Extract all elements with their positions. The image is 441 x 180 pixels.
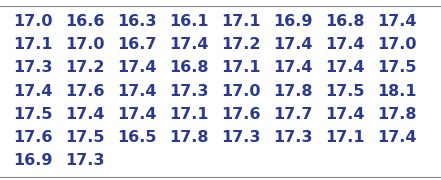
Text: 17.5: 17.5 [325, 84, 365, 98]
Text: 17.0: 17.0 [13, 14, 53, 29]
Text: 17.5: 17.5 [377, 60, 417, 75]
Text: 16.7: 16.7 [117, 37, 157, 52]
Text: 17.4: 17.4 [377, 130, 417, 145]
Text: 16.5: 16.5 [117, 130, 157, 145]
Text: 17.3: 17.3 [65, 153, 105, 168]
Text: 17.4: 17.4 [325, 60, 365, 75]
Text: 17.1: 17.1 [221, 60, 261, 75]
Text: 17.4: 17.4 [273, 60, 313, 75]
Text: 17.1: 17.1 [221, 14, 261, 29]
Text: 17.4: 17.4 [13, 84, 53, 98]
Text: 17.4: 17.4 [65, 107, 105, 122]
Text: 17.4: 17.4 [325, 37, 365, 52]
Text: 16.8: 16.8 [325, 14, 365, 29]
Text: 16.6: 16.6 [65, 14, 105, 29]
Text: 17.2: 17.2 [65, 60, 105, 75]
Text: 17.0: 17.0 [65, 37, 105, 52]
Text: 16.9: 16.9 [273, 14, 313, 29]
Text: 17.4: 17.4 [273, 37, 313, 52]
Text: 17.3: 17.3 [273, 130, 313, 145]
Text: 17.8: 17.8 [169, 130, 209, 145]
Text: 17.4: 17.4 [117, 84, 157, 98]
Text: 17.3: 17.3 [221, 130, 261, 145]
Text: 16.9: 16.9 [13, 153, 53, 168]
Text: 17.5: 17.5 [13, 107, 53, 122]
Text: 17.4: 17.4 [169, 37, 209, 52]
Text: 17.6: 17.6 [221, 107, 261, 122]
Text: 17.3: 17.3 [169, 84, 209, 98]
Text: 17.5: 17.5 [65, 130, 105, 145]
Text: 17.2: 17.2 [221, 37, 261, 52]
Text: 16.1: 16.1 [169, 14, 209, 29]
Text: 16.8: 16.8 [169, 60, 209, 75]
Text: 17.4: 17.4 [117, 60, 157, 75]
Text: 17.4: 17.4 [377, 14, 417, 29]
Text: 17.4: 17.4 [325, 107, 365, 122]
Text: 17.6: 17.6 [13, 130, 53, 145]
Text: 17.7: 17.7 [273, 107, 313, 122]
Text: 17.1: 17.1 [13, 37, 53, 52]
Text: 17.1: 17.1 [325, 130, 365, 145]
Text: 17.3: 17.3 [13, 60, 53, 75]
Text: 17.8: 17.8 [273, 84, 313, 98]
Text: 17.8: 17.8 [377, 107, 417, 122]
Text: 16.3: 16.3 [117, 14, 157, 29]
Text: 18.1: 18.1 [377, 84, 417, 98]
Text: 17.0: 17.0 [377, 37, 417, 52]
Text: 17.1: 17.1 [169, 107, 209, 122]
Text: 17.4: 17.4 [117, 107, 157, 122]
Text: 17.6: 17.6 [65, 84, 105, 98]
Text: 17.0: 17.0 [221, 84, 261, 98]
